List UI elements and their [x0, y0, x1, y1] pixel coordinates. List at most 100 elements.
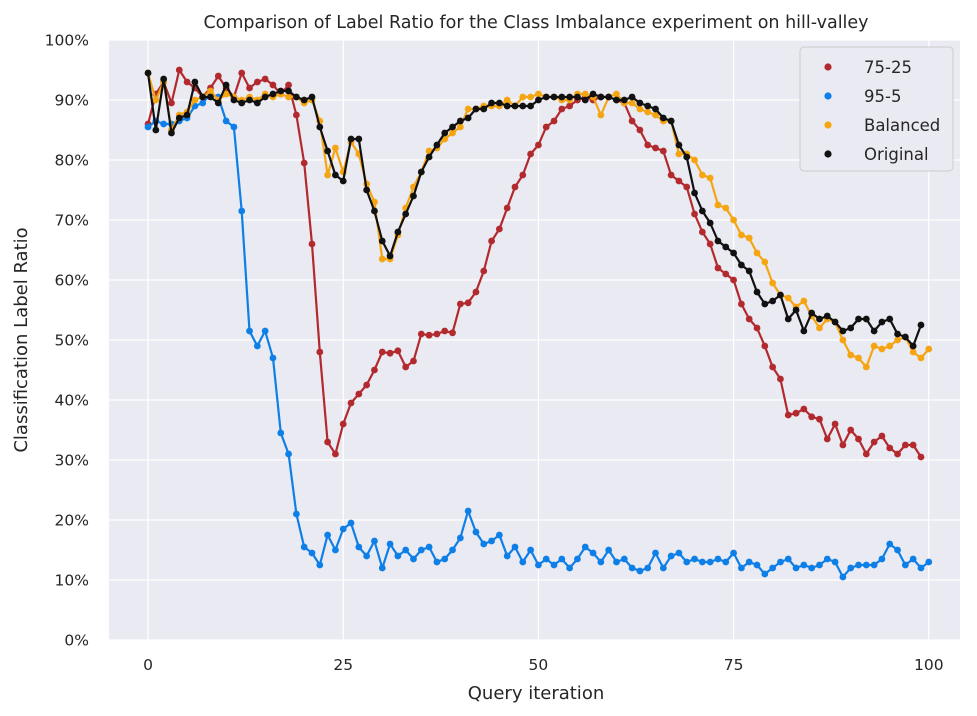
data-point-original: [698, 207, 706, 215]
data-point-95-5: [886, 540, 894, 548]
data-point-95-5: [722, 558, 730, 566]
data-point-95-5: [870, 561, 878, 569]
data-point-original: [207, 93, 214, 101]
data-point-75-25: [253, 78, 261, 86]
data-point-75-25: [324, 438, 332, 446]
data-point-balanced: [917, 354, 925, 362]
data-point-95-5: [542, 555, 550, 563]
legend-item-75-25: 75-25: [824, 58, 912, 77]
data-point-original: [449, 123, 456, 131]
data-point-75-25: [269, 81, 277, 89]
data-point-75-25: [394, 347, 402, 355]
data-point-balanced: [745, 234, 753, 242]
data-point-95-5: [347, 519, 355, 527]
data-point-75-25: [425, 331, 433, 339]
data-point-original: [605, 93, 613, 101]
data-point-95-5: [285, 450, 292, 458]
data-point-original: [667, 117, 675, 125]
data-point-balanced: [378, 255, 386, 263]
series-line-original: [146, 72, 923, 348]
data-point-balanced: [784, 294, 792, 302]
data-point-75-25: [737, 300, 745, 308]
data-point-balanced: [285, 93, 292, 101]
data-point-balanced: [332, 144, 339, 152]
x-tick-label: 50: [529, 656, 549, 674]
x-tick-label: 100: [914, 656, 944, 674]
data-point-75-25: [839, 441, 847, 449]
data-point-balanced: [324, 171, 332, 179]
data-point-95-5: [488, 537, 495, 545]
data-point-95-5: [839, 573, 847, 581]
data-point-95-5: [425, 543, 433, 551]
data-point-75-25: [183, 78, 191, 86]
data-point-75-25: [862, 450, 870, 458]
data-point-original: [808, 309, 816, 317]
data-point-balanced: [753, 249, 761, 257]
data-point-original: [410, 192, 417, 200]
data-point-95-5: [246, 327, 253, 335]
data-point-original: [425, 153, 433, 161]
data-point-95-5: [550, 561, 558, 569]
data-point-75-25: [917, 453, 925, 461]
data-point-95-5: [160, 120, 168, 128]
data-point-95-5: [480, 540, 488, 548]
data-point-balanced: [862, 363, 870, 371]
data-point-original: [347, 135, 355, 143]
data-point-95-5: [222, 117, 230, 125]
data-point-original: [620, 96, 628, 104]
data-point-95-5: [495, 531, 503, 539]
data-point-95-5: [761, 570, 769, 578]
data-point-75-25: [402, 363, 410, 371]
data-point-75-25: [246, 84, 253, 92]
y-axis-label: Classification Label Ratio: [11, 227, 32, 452]
data-point-75-25: [870, 438, 878, 446]
data-point-balanced: [535, 90, 542, 98]
data-point-75-25: [628, 117, 636, 125]
data-point-75-25: [308, 240, 316, 248]
data-point-balanced: [870, 342, 878, 350]
y-tick-label: 60%: [55, 272, 89, 290]
data-point-original: [292, 93, 300, 101]
data-point-original: [761, 300, 769, 308]
data-point-95-5: [441, 555, 449, 563]
data-point-95-5: [292, 510, 300, 518]
data-point-95-5: [675, 549, 683, 557]
data-point-75-25: [909, 441, 917, 449]
y-tick-label: 30%: [55, 452, 89, 470]
data-point-75-25: [238, 69, 246, 77]
data-point-original: [238, 99, 246, 107]
data-point-75-25: [316, 348, 324, 356]
data-point-original: [495, 99, 503, 107]
data-point-original: [324, 147, 332, 155]
data-point-95-5: [901, 561, 909, 569]
data-point-original: [558, 93, 566, 101]
data-point-95-5: [535, 561, 542, 569]
data-point-95-5: [371, 537, 378, 545]
data-point-original: [542, 93, 550, 101]
legend-item-original: Original: [824, 145, 929, 164]
data-point-balanced: [761, 258, 769, 266]
data-point-original: [730, 249, 737, 257]
data-point-95-5: [800, 561, 808, 569]
data-point-75-25: [886, 444, 894, 452]
data-point-original: [519, 102, 527, 110]
data-point-original: [222, 81, 230, 89]
data-point-75-25: [823, 435, 831, 443]
data-point-95-5: [605, 546, 613, 554]
data-point-balanced: [925, 345, 933, 353]
data-point-95-5: [527, 546, 534, 554]
data-point-75-25: [168, 99, 175, 107]
data-point-original: [855, 315, 862, 323]
data-point-95-5: [253, 342, 261, 350]
data-point-95-5: [737, 564, 745, 572]
data-point-original: [191, 78, 199, 86]
data-point-95-5: [862, 561, 870, 569]
data-point-original: [831, 318, 839, 326]
data-point-original: [488, 99, 495, 107]
data-point-75-25: [761, 342, 769, 350]
data-point-original: [847, 324, 855, 332]
legend: 75-25 95-5 Balanced Original: [799, 46, 954, 172]
y-tick-label: 90%: [55, 92, 89, 110]
x-axis-ticks: 0 25 50 75 100: [143, 656, 943, 674]
data-point-75-25: [691, 210, 698, 218]
